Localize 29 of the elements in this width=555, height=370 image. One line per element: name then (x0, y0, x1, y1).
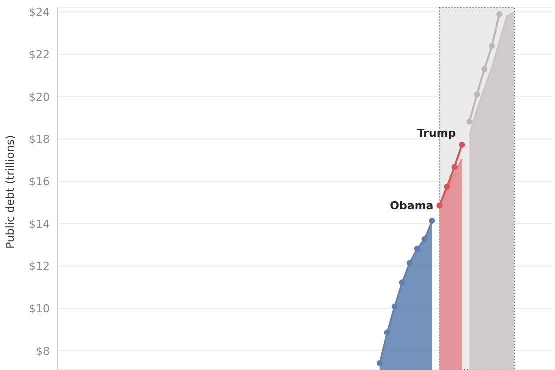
y-tick-label: $22 (29, 48, 50, 62)
y-tick-label: $14 (29, 218, 50, 231)
y-tick-label: $10 (29, 302, 50, 316)
point (474, 92, 480, 98)
annotation: Obama (390, 200, 434, 213)
y-tick-label: $16 (29, 175, 50, 188)
point (489, 43, 496, 50)
point (436, 202, 443, 209)
y-axis-title: Public debt (trillions) (4, 135, 17, 249)
point (466, 118, 473, 125)
point (406, 260, 413, 266)
point (399, 280, 406, 286)
y-tick-label: $24 (29, 6, 50, 20)
y-tick-label: $8 (36, 344, 50, 358)
point (429, 218, 436, 224)
point (422, 236, 428, 242)
point (414, 246, 420, 252)
point (482, 66, 488, 72)
y-tick-label: $18 (29, 133, 50, 146)
point (384, 330, 390, 336)
point (452, 164, 458, 170)
annotation: Trump (417, 126, 456, 140)
point (496, 11, 503, 18)
point (444, 184, 450, 190)
point (376, 360, 383, 366)
point (392, 304, 398, 310)
point (459, 142, 466, 148)
y-tick-label: $12 (29, 260, 50, 274)
y-tick-label: $20 (29, 90, 50, 104)
